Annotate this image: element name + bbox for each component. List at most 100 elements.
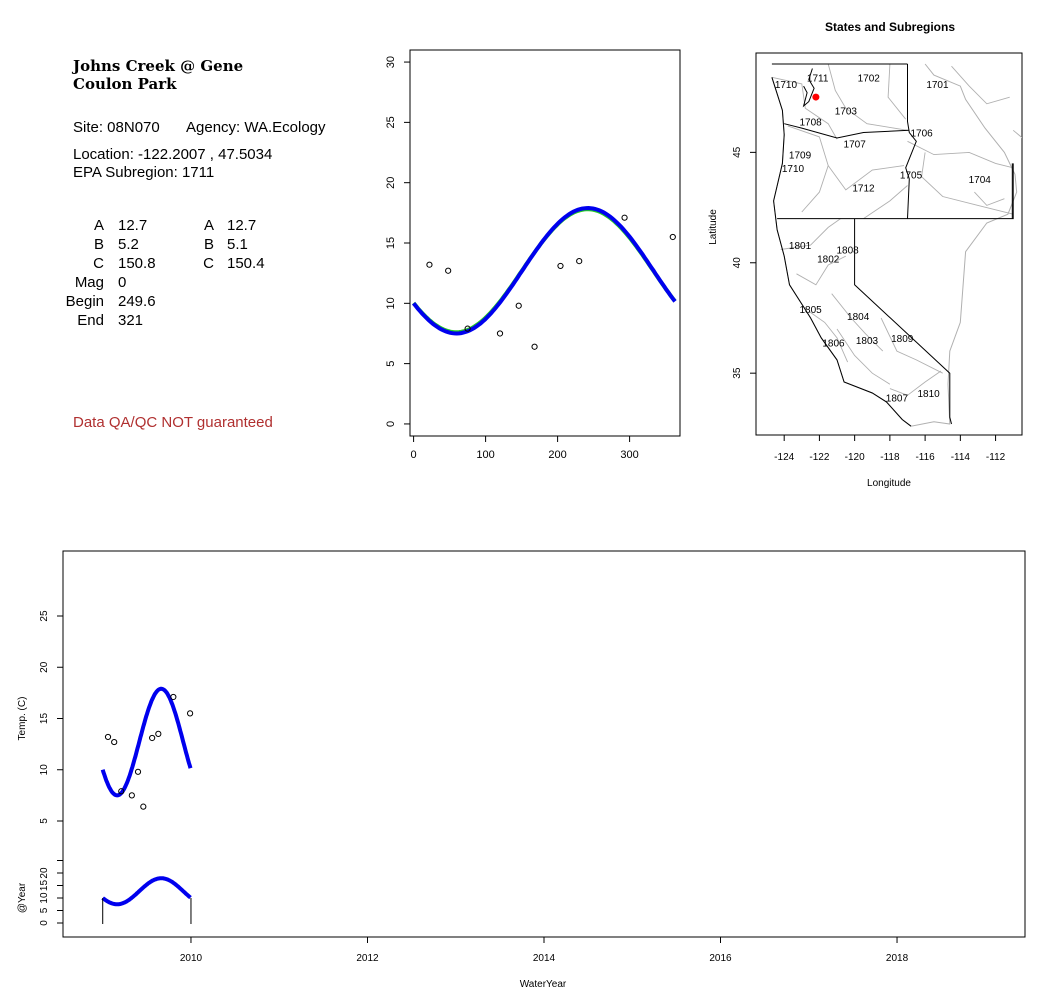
subregion-label: 1810 (918, 389, 941, 400)
subregion-boundary (808, 310, 849, 363)
x-tick-label: 2012 (356, 953, 379, 964)
state-boundary (784, 123, 910, 139)
data-point (111, 738, 118, 746)
y2-axis-label: @Year (17, 882, 28, 913)
subregion-label: 1709 (789, 151, 812, 162)
x-tick-label: -120 (845, 452, 865, 463)
subregion-label: 1808 (836, 246, 859, 257)
subregion-boundary (831, 293, 884, 352)
y-tick-label: 25 (39, 610, 50, 622)
subregion-label: 1711 (807, 73, 829, 84)
site-title-line-1: Johns Creek @ Gene (73, 57, 244, 75)
y-tick-label: 40 (732, 257, 743, 269)
map-frame (755, 52, 1023, 436)
subregion-label: 1705 (900, 170, 923, 181)
y-tick-label: 45 (732, 146, 743, 158)
y-tick-label: 30 (385, 56, 397, 68)
x-tick-label: 2010 (180, 953, 203, 964)
data-point (170, 693, 177, 701)
subregion-boundary (863, 185, 908, 219)
x-tick-label: 100 (476, 449, 494, 461)
x-axis-label: Longitude (867, 478, 911, 489)
subregion-label: 1804 (847, 312, 870, 323)
param-value-2: 150.4 (227, 255, 265, 272)
subregion-boundary (787, 125, 829, 213)
y-tick-label: 20 (385, 177, 397, 189)
subregion-boundary (827, 63, 908, 131)
plot-frame (62, 550, 1026, 938)
param-label-2: B (203, 236, 214, 253)
fit-curve (100, 686, 193, 798)
y2-tick-label: 10 (39, 892, 50, 904)
subregion-label: 1801 (789, 241, 812, 252)
param-value-2: 12.7 (227, 217, 257, 234)
y2-tick-label: 0 (39, 920, 50, 926)
x-axis-label: WaterYear (520, 979, 567, 990)
data-point (426, 261, 433, 268)
plot-frame (409, 49, 681, 437)
data-point (155, 730, 162, 737)
y-tick-label: 25 (385, 116, 397, 128)
subregion-label: 1806 (822, 338, 845, 349)
x-tick-label: 2018 (886, 953, 909, 964)
x-tick-label: 0 (411, 449, 417, 461)
state-boundary (771, 77, 912, 427)
fit-curve-alt (412, 207, 677, 335)
subregion-label: 1809 (891, 334, 914, 345)
map-layers: 1711 1702 1701 1710 1703 1708 1706 1707 1709 1710… (771, 63, 1022, 427)
y-axis-label: Temp. (C) (17, 697, 28, 741)
y-tick-label: 15 (39, 713, 50, 725)
subregion-boundary (796, 255, 847, 286)
location: Location: -122.2007 , 47.5034 (73, 146, 273, 163)
param-value: 321 (118, 312, 144, 329)
data-point (445, 267, 452, 274)
subregion-boundary (827, 165, 905, 191)
y2-tick-label: 5 (39, 907, 50, 913)
y-axis-label: Latitude (708, 209, 719, 245)
param-value-2: 5.1 (227, 236, 248, 253)
site-title: Johns Creek @ Gene Coulon Park (73, 57, 243, 93)
subregion-label: 1807 (886, 393, 909, 404)
param-value: 0 (118, 274, 127, 291)
param-label: Begin (65, 293, 104, 310)
subregion-boundary (836, 328, 891, 385)
agency: Agency: WA.Ecology (186, 119, 326, 136)
data-point (104, 733, 112, 741)
annual-fit-curve (101, 876, 192, 907)
fit-parameters: A 12.7 A 12.7 B 5.2 B 5.1 C 150.8 C 150.… (44, 217, 324, 337)
param-value: 249.6 (118, 293, 156, 310)
subregion-boundary (974, 191, 1005, 206)
param-label: End (77, 312, 104, 329)
x-tick-label: 300 (620, 449, 638, 461)
subregion-label: 1702 (858, 73, 881, 84)
x-tick-label: -118 (880, 452, 900, 463)
state-boundary (854, 218, 952, 425)
subregion-label: 1707 (844, 140, 867, 151)
seasonal-chart: 0 100 200 300 0 5 10 15 20 25 30 (385, 49, 681, 461)
subregion-label: 1805 (799, 305, 822, 316)
x-tick-label: -124 (774, 452, 794, 463)
data-point (557, 262, 564, 270)
subregion-boundary (887, 63, 907, 120)
param-label: Mag (74, 274, 104, 291)
region-map: States and Subregions 1711 17021701171017… (708, 20, 1023, 489)
data-point (149, 734, 156, 742)
data-point (464, 325, 471, 332)
param-label: A (93, 217, 104, 234)
subregion-label: 1704 (969, 175, 992, 186)
subregion-label: 1701 (926, 80, 949, 91)
timeseries-chart: 2010 2012 2014 2016 201851015202505101520Tem… (17, 550, 1026, 990)
x-tick-label: -122 (809, 452, 829, 463)
x-tick-label: -114 (951, 452, 971, 463)
x-tick-label: 2014 (533, 953, 556, 964)
subregion-label: 1802 (817, 254, 840, 265)
map-title: States and Subregions (825, 20, 955, 34)
y-tick-label: 15 (385, 237, 397, 249)
subregion-boundary (780, 218, 841, 250)
subregion-boundary (907, 140, 1014, 169)
subregion-label: 1708 (799, 117, 822, 128)
param-label-2: C (203, 255, 214, 272)
subregion-boundary (921, 152, 1014, 215)
subregion-boundary (880, 317, 943, 374)
fit-curve (412, 205, 677, 336)
